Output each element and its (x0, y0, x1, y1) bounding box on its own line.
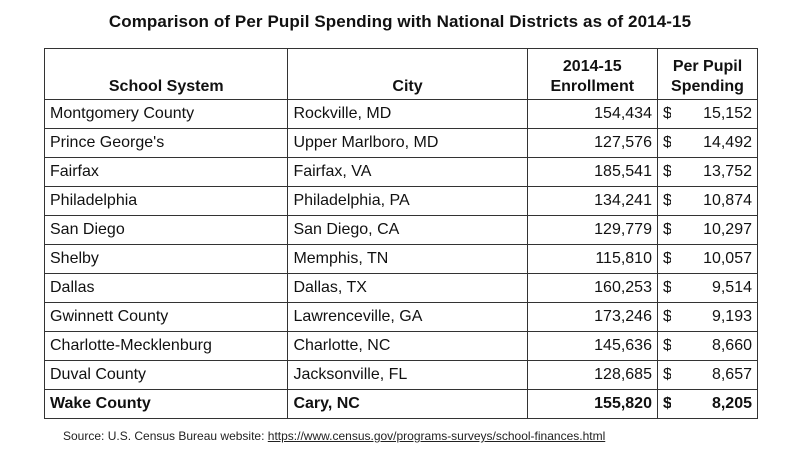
cell-currency-symbol: $ (656, 99, 671, 129)
cell-enrollment: 134,241 (526, 186, 658, 216)
cell-school-system: Wake County (43, 389, 289, 419)
cell-city: Cary, NC (287, 389, 528, 419)
cell-school-system: Philadelphia (43, 186, 289, 216)
table-header-row: School System City 2014-15 Enrollment Pe… (43, 48, 759, 100)
cell-school-system: Duval County (43, 360, 289, 390)
spending-table: School System City 2014-15 Enrollment Pe… (43, 48, 759, 419)
cell-currency-symbol: $ (656, 273, 671, 303)
cell-city: Philadelphia, PA (287, 186, 528, 216)
cell-currency-symbol: $ (656, 331, 671, 361)
cell-per-pupil-spending: 9,193 (670, 302, 758, 332)
cell-city: Lawrenceville, GA (287, 302, 528, 332)
cell-per-pupil-spending: 15,152 (670, 99, 758, 129)
cell-per-pupil-spending: 10,874 (670, 186, 758, 216)
cell-currency-symbol: $ (656, 244, 671, 274)
cell-per-pupil-spending: 8,205 (670, 389, 758, 419)
cell-enrollment: 129,779 (526, 215, 658, 245)
table-row: Prince George's Upper Marlboro, MD 127,576… (43, 128, 758, 158)
header-enrollment: 2014-15 Enrollment (526, 48, 658, 100)
cell-enrollment: 155,820 (526, 389, 658, 419)
cell-per-pupil-spending: 8,657 (670, 360, 758, 390)
cell-school-system: Montgomery County (43, 99, 289, 129)
cell-currency-symbol: $ (656, 389, 671, 419)
cell-currency-symbol: $ (656, 128, 671, 158)
cell-enrollment: 128,685 (526, 360, 658, 390)
header-school-system: School System (43, 48, 289, 100)
cell-school-system: Shelby (43, 244, 289, 274)
cell-per-pupil-spending: 14,492 (670, 128, 758, 158)
cell-enrollment: 160,253 (526, 273, 658, 303)
cell-city: Fairfax, VA (287, 157, 528, 187)
cell-city: Memphis, TN (287, 244, 528, 274)
cell-currency-symbol: $ (656, 360, 671, 390)
cell-school-system: Charlotte-Mecklenburg (43, 331, 289, 361)
header-spending-line2: Spending (671, 78, 744, 95)
cell-city: Rockville, MD (287, 99, 528, 129)
header-city: City (287, 48, 528, 100)
cell-school-system: Gwinnett County (43, 302, 289, 332)
table-row: Charlotte-Mecklenburg Charlotte, NC 145,63… (43, 331, 758, 361)
cell-school-system: San Diego (43, 215, 289, 245)
header-spending-line1: Per Pupil (672, 58, 743, 75)
header-enrollment-line2: Enrollment (550, 78, 635, 95)
cell-enrollment: 145,636 (526, 331, 658, 361)
cell-enrollment: 127,576 (526, 128, 658, 158)
cell-school-system: Fairfax (43, 157, 289, 187)
cell-enrollment: 173,246 (526, 302, 658, 332)
cell-currency-symbol: $ (656, 302, 671, 332)
cell-city: Jacksonville, FL (287, 360, 528, 390)
cell-currency-symbol: $ (656, 215, 671, 245)
source-note: Source: U.S. Census Bureau website: http… (63, 429, 605, 443)
cell-city: San Diego, CA (287, 215, 528, 245)
cell-city: Upper Marlboro, MD (287, 128, 528, 158)
cell-city: Dallas, TX (287, 273, 528, 303)
cell-currency-symbol: $ (656, 157, 671, 187)
cell-enrollment: 185,541 (526, 157, 658, 187)
cell-enrollment: 115,810 (526, 244, 658, 274)
header-per-pupil-spending: Per Pupil Spending (656, 48, 759, 100)
cell-enrollment: 154,434 (526, 99, 658, 129)
cell-school-system: Dallas (43, 273, 289, 303)
table-title: Comparison of Per Pupil Spending with Na… (108, 12, 692, 31)
cell-currency-symbol: $ (656, 186, 671, 216)
cell-per-pupil-spending: 8,660 (670, 331, 758, 361)
cell-per-pupil-spending: 10,057 (670, 244, 758, 274)
source-prefix: Source: U.S. Census Bureau website: (63, 429, 268, 443)
header-enrollment-line1: 2014-15 (562, 58, 622, 75)
cell-city: Charlotte, NC (287, 331, 528, 361)
cell-per-pupil-spending: 9,514 (670, 273, 758, 303)
source-link[interactable]: https://www.census.gov/programs-surveys/… (267, 429, 606, 443)
cell-per-pupil-spending: 13,752 (670, 157, 758, 187)
cell-school-system: Prince George's (43, 128, 289, 158)
cell-per-pupil-spending: 10,297 (670, 215, 758, 245)
